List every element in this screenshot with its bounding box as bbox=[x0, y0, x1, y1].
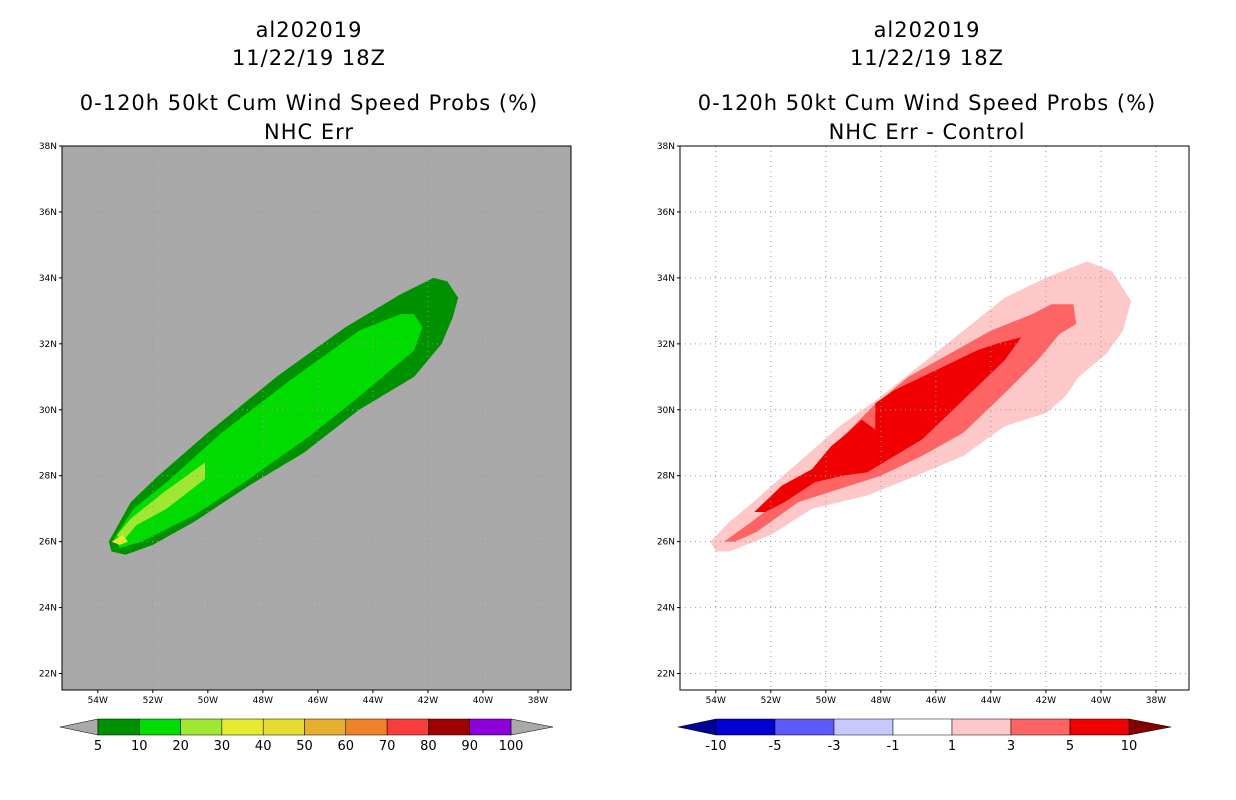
colorbar-swatch bbox=[469, 718, 512, 736]
lon-tick-label: 52W bbox=[143, 696, 163, 706]
colorbar-label: 20 bbox=[172, 739, 189, 754]
lon-tick-label: 50W bbox=[816, 696, 836, 706]
colorbar-label: 5 bbox=[1066, 739, 1074, 754]
lat-tick-label: 32N bbox=[657, 340, 675, 350]
colorbar-label: -3 bbox=[828, 739, 841, 754]
lon-tick-label: 48W bbox=[871, 696, 891, 706]
plot-frame bbox=[679, 145, 1190, 691]
lat-tick-label: 34N bbox=[39, 274, 57, 284]
lon-tick-label: 40W bbox=[473, 696, 493, 706]
datetime: 11/22/19 18Z bbox=[231, 46, 387, 70]
lat-tick-label: 24N bbox=[657, 604, 675, 614]
lat-tick-label: 28N bbox=[39, 472, 57, 482]
colorbar-label: 3 bbox=[1007, 739, 1015, 754]
lon-tick-label: 52W bbox=[761, 696, 781, 706]
lat-tick-label: 22N bbox=[39, 670, 57, 680]
colorbar-swatch bbox=[833, 718, 894, 736]
lat-tick-label: 32N bbox=[39, 340, 57, 350]
lon-tick-label: 40W bbox=[1091, 696, 1111, 706]
colorbar-label: 90 bbox=[461, 739, 478, 754]
colorbar-over-arrow bbox=[1128, 718, 1172, 736]
colorbar-under-arrow bbox=[59, 718, 99, 736]
datetime: 11/22/19 18Z bbox=[849, 46, 1005, 70]
colorbar-swatch bbox=[1069, 718, 1130, 736]
colorbar-swatch bbox=[345, 718, 388, 736]
lon-tick-label: 42W bbox=[1036, 696, 1056, 706]
lat-tick-label: 38N bbox=[39, 142, 57, 152]
right-panel: al202019 11/22/19 18Z 0-120h 50kt Cum Wi… bbox=[618, 0, 1236, 800]
colorbar-swatch bbox=[139, 718, 181, 736]
contour-level-5 bbox=[754, 337, 1022, 512]
lon-tick-label: 48W bbox=[253, 696, 273, 706]
map-plot-right: 38N 36N 34N 32N 30N 28N 26N 24N 22N 54W 52W 50W 48W 4… bbox=[657, 142, 1190, 754]
lat-tick-label: 34N bbox=[657, 274, 675, 284]
product-title: 0-120h 50kt Cum Wind Speed Probs (%) bbox=[697, 91, 1157, 115]
colorbar-label: 80 bbox=[420, 739, 437, 754]
colorbar-swatch bbox=[386, 718, 429, 736]
colorbar-label: 40 bbox=[255, 739, 272, 754]
lon-tick-label: 54W bbox=[706, 696, 726, 706]
lon-tick-label: 50W bbox=[198, 696, 218, 706]
lon-tick-label: 42W bbox=[418, 696, 438, 706]
lat-tick-label: 28N bbox=[657, 472, 675, 482]
lon-tick-label: 46W bbox=[308, 696, 328, 706]
lat-tick-label: 26N bbox=[657, 538, 675, 548]
colorbar-label: 10 bbox=[131, 739, 148, 754]
lat-tick-label: 22N bbox=[657, 670, 675, 680]
lat-tick-label: 24N bbox=[39, 604, 57, 614]
lon-tick-label: 38W bbox=[1146, 696, 1166, 706]
colorbar-label: -10 bbox=[705, 739, 726, 754]
plot-frame bbox=[61, 145, 572, 691]
lat-tick-label: 30N bbox=[657, 406, 675, 416]
colorbar-label: 50 bbox=[296, 739, 313, 754]
colorbar-over-arrow bbox=[510, 718, 554, 736]
contour-level-20 bbox=[117, 462, 206, 542]
subtitle: NHC Err - Control bbox=[828, 120, 1026, 144]
colorbar-swatch bbox=[97, 718, 140, 736]
colorbar-label: 100 bbox=[499, 739, 524, 754]
colorbar-label: 1 bbox=[948, 739, 956, 754]
colorbar-under-arrow bbox=[677, 718, 717, 736]
colorbar-swatch bbox=[951, 718, 1012, 736]
colorbar-swatch bbox=[180, 718, 223, 736]
left-panel: al202019 11/22/19 18Z 0-120h 50kt Cum Wi… bbox=[39, 18, 572, 754]
storm-id: al202019 bbox=[873, 18, 981, 42]
contour-level-10 bbox=[114, 314, 423, 549]
colorbar-label: 30 bbox=[214, 739, 231, 754]
product-title: 0-120h 50kt Cum Wind Speed Probs (%) bbox=[79, 91, 539, 115]
colorbar-label: 5 bbox=[94, 739, 102, 754]
lat-tick-label: 26N bbox=[39, 538, 57, 548]
contour-level-30 bbox=[111, 535, 128, 545]
colorbar-swatch bbox=[715, 718, 776, 736]
lat-tick-label: 38N bbox=[657, 142, 675, 152]
lon-tick-label: 38W bbox=[528, 696, 548, 706]
colorbar-swatch bbox=[774, 718, 835, 736]
lon-tick-label: 54W bbox=[88, 696, 108, 706]
colorbar-swatch bbox=[304, 718, 347, 736]
colorbar-label: -1 bbox=[887, 739, 900, 754]
subtitle: NHC Err bbox=[263, 120, 354, 144]
lon-tick-label: 44W bbox=[363, 696, 383, 706]
lat-tick-label: 36N bbox=[39, 208, 57, 218]
lat-tick-label: 30N bbox=[39, 406, 57, 416]
storm-id: al202019 bbox=[255, 18, 363, 42]
lat-tick-label: 36N bbox=[657, 208, 675, 218]
colorbar-swatch bbox=[221, 718, 264, 736]
colorbar-label: 60 bbox=[338, 739, 355, 754]
map-plot-left: 38N 36N 34N 32N 30N 28N 26N 24N 22N 54W 52W 50W 48W 4… bbox=[39, 142, 572, 754]
colorbar-label: 10 bbox=[1121, 739, 1138, 754]
colorbar-swatch bbox=[428, 718, 470, 736]
colorbar-swatch bbox=[1010, 718, 1071, 736]
colorbar-label: 70 bbox=[379, 739, 396, 754]
lon-tick-label: 46W bbox=[926, 696, 946, 706]
colorbar-swatch bbox=[892, 718, 953, 736]
colorbar-swatch bbox=[262, 718, 305, 736]
lon-tick-label: 44W bbox=[981, 696, 1001, 706]
colorbar-label: -5 bbox=[769, 739, 782, 754]
